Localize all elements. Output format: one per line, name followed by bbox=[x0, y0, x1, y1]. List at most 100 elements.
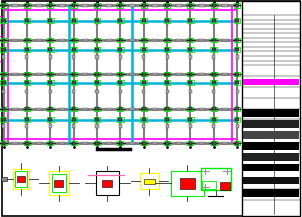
Bar bbox=[165, 39, 169, 41]
Bar bbox=[118, 4, 122, 7]
Bar bbox=[49, 4, 52, 7]
Bar bbox=[82, 4, 88, 7]
Bar bbox=[59, 108, 65, 110]
Bar bbox=[165, 21, 169, 24]
Bar bbox=[4, 5, 237, 143]
Bar bbox=[25, 19, 29, 22]
Bar bbox=[152, 73, 158, 76]
Bar bbox=[211, 107, 217, 111]
Bar bbox=[36, 108, 42, 110]
Bar bbox=[117, 107, 124, 111]
Bar bbox=[72, 55, 75, 59]
Bar bbox=[234, 117, 240, 122]
Bar bbox=[36, 142, 42, 144]
Bar bbox=[25, 90, 28, 93]
Bar bbox=[106, 108, 112, 110]
Bar bbox=[234, 80, 240, 85]
Bar bbox=[142, 19, 146, 22]
Bar bbox=[176, 4, 182, 7]
Bar bbox=[211, 3, 217, 8]
Bar bbox=[165, 90, 169, 93]
Bar bbox=[118, 73, 122, 76]
Bar bbox=[95, 118, 99, 121]
Bar bbox=[222, 39, 228, 41]
Bar bbox=[72, 118, 76, 121]
Bar bbox=[243, 142, 299, 150]
Bar bbox=[94, 117, 100, 122]
Bar bbox=[1, 3, 7, 8]
Bar bbox=[188, 19, 192, 22]
Bar bbox=[119, 90, 122, 93]
Bar bbox=[95, 39, 99, 41]
Bar bbox=[52, 174, 66, 192]
Bar bbox=[176, 142, 182, 144]
Bar bbox=[142, 107, 146, 110]
Bar bbox=[152, 4, 158, 7]
Bar bbox=[236, 90, 239, 93]
Bar bbox=[25, 55, 28, 59]
Bar bbox=[141, 141, 147, 145]
Bar bbox=[242, 1, 300, 216]
Bar bbox=[165, 142, 169, 145]
Bar bbox=[49, 124, 52, 128]
Bar bbox=[71, 107, 77, 111]
Bar bbox=[141, 107, 147, 111]
Bar bbox=[212, 124, 215, 128]
Bar bbox=[118, 39, 122, 41]
Bar bbox=[165, 81, 169, 84]
Bar bbox=[2, 118, 5, 121]
Bar bbox=[189, 90, 192, 93]
Bar bbox=[235, 142, 239, 145]
Bar bbox=[222, 108, 228, 110]
Bar bbox=[18, 176, 25, 182]
Bar bbox=[142, 4, 146, 7]
Bar bbox=[176, 39, 182, 41]
Bar bbox=[188, 142, 192, 145]
Bar bbox=[94, 107, 100, 111]
Bar bbox=[211, 38, 217, 42]
Bar bbox=[70, 80, 77, 85]
Bar bbox=[165, 107, 169, 110]
Bar bbox=[212, 81, 216, 84]
Bar bbox=[13, 169, 30, 189]
Bar bbox=[144, 179, 155, 184]
Bar bbox=[2, 81, 5, 84]
Bar bbox=[48, 19, 52, 22]
Bar bbox=[235, 73, 239, 76]
Bar bbox=[234, 47, 240, 52]
Bar bbox=[82, 142, 88, 144]
Bar bbox=[235, 118, 239, 121]
Bar bbox=[212, 142, 216, 145]
Bar bbox=[164, 141, 170, 145]
Bar bbox=[141, 72, 147, 77]
Bar bbox=[164, 117, 170, 122]
Bar bbox=[142, 73, 146, 76]
Bar bbox=[129, 142, 135, 144]
Bar bbox=[49, 142, 52, 145]
Bar bbox=[187, 141, 193, 145]
Bar bbox=[47, 18, 54, 23]
Bar bbox=[0, 117, 7, 122]
Bar bbox=[117, 18, 124, 23]
Bar bbox=[129, 4, 135, 7]
Bar bbox=[188, 73, 192, 76]
Bar bbox=[117, 47, 124, 52]
Bar bbox=[72, 4, 76, 7]
Bar bbox=[59, 4, 65, 7]
Bar bbox=[70, 47, 77, 52]
Bar bbox=[141, 38, 147, 42]
Bar bbox=[142, 142, 146, 145]
Bar bbox=[70, 117, 77, 122]
Bar bbox=[96, 171, 118, 195]
Bar bbox=[187, 117, 194, 122]
Bar bbox=[95, 107, 99, 110]
Bar bbox=[71, 38, 77, 42]
Bar bbox=[187, 47, 194, 52]
Bar bbox=[24, 72, 30, 77]
Bar bbox=[165, 118, 169, 121]
Bar bbox=[24, 38, 30, 42]
Bar bbox=[129, 39, 135, 41]
Bar bbox=[189, 124, 192, 128]
Bar bbox=[243, 108, 299, 117]
Bar bbox=[235, 81, 239, 84]
